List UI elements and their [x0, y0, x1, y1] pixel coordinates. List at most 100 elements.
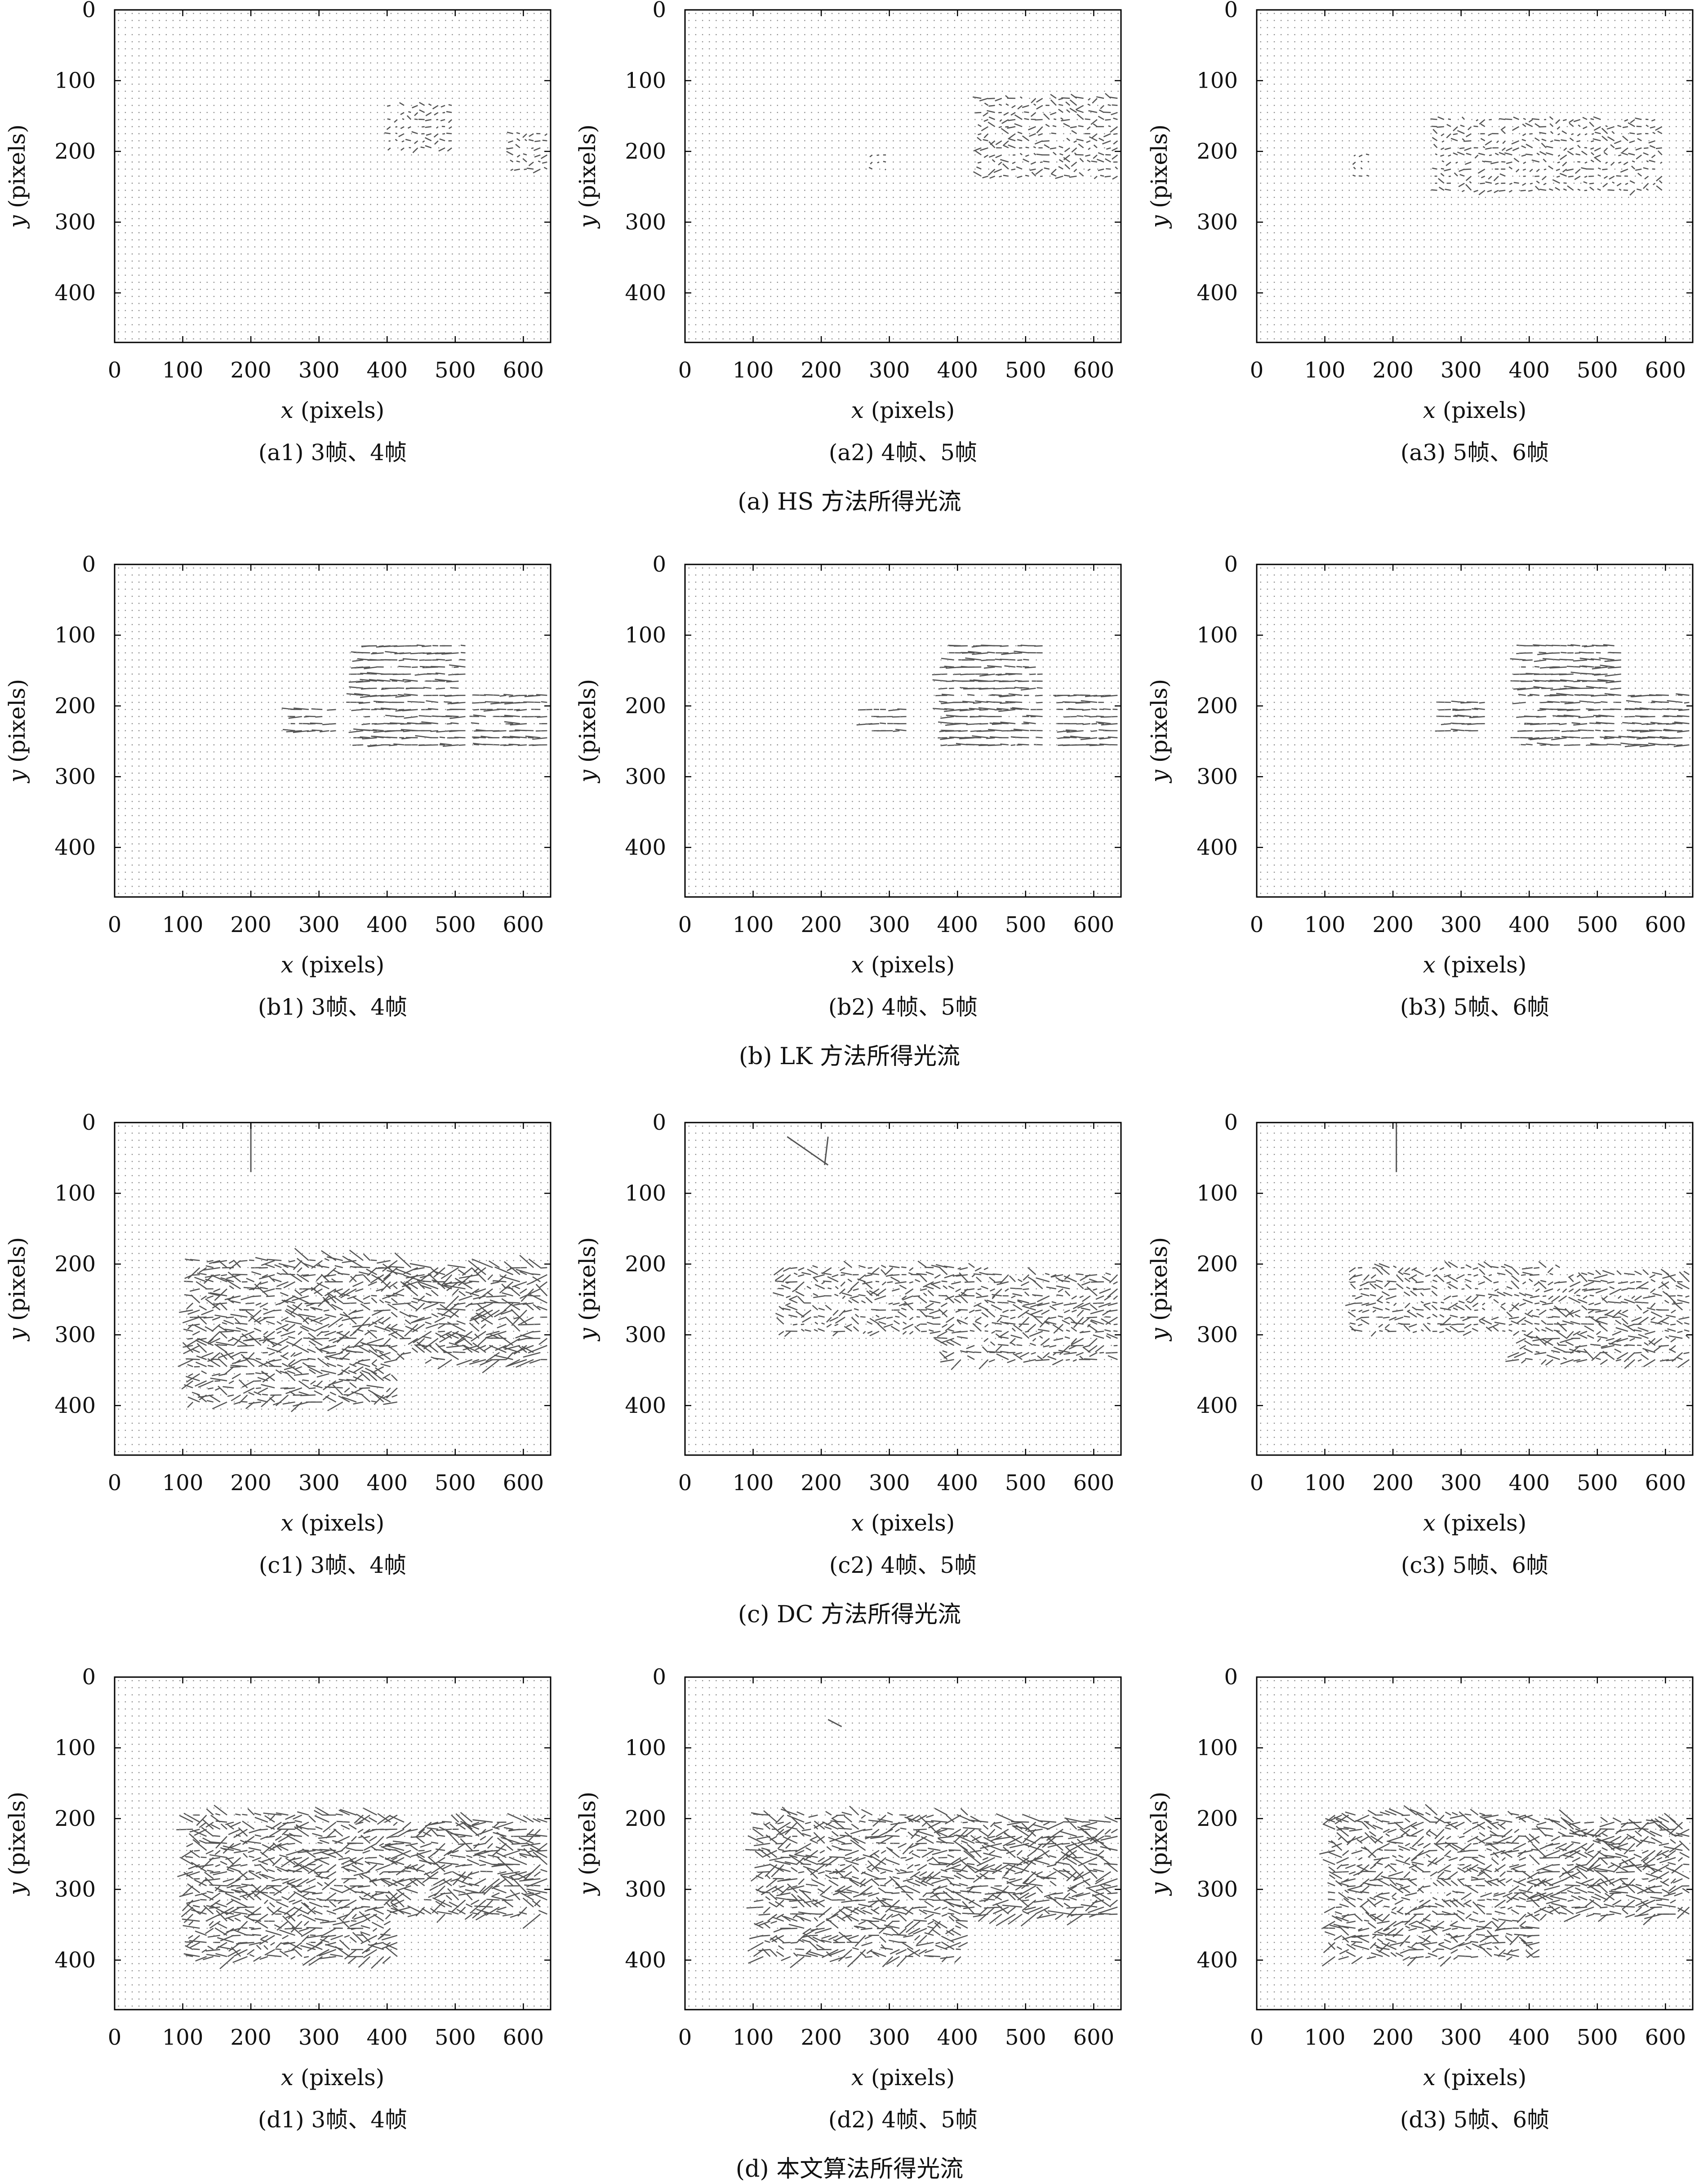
flow-vector	[449, 1855, 466, 1858]
flow-vector	[777, 1836, 791, 1850]
flow-vector	[787, 1815, 805, 1823]
flow-vector	[197, 1272, 207, 1275]
flow-vector	[884, 1267, 894, 1276]
flow-vector	[1581, 151, 1588, 155]
flow-vector	[1029, 1331, 1043, 1337]
flow-vector	[370, 1330, 377, 1332]
y-tick-label: 0	[652, 1110, 666, 1135]
flow-vector	[1551, 737, 1567, 741]
flow-vector	[326, 1355, 343, 1360]
flow-vector	[1058, 109, 1063, 113]
flow-vector	[863, 1854, 873, 1858]
flow-vector	[479, 1359, 493, 1366]
flow-vector	[370, 1259, 377, 1261]
flow-vector	[776, 1317, 784, 1325]
flow-vector	[1619, 188, 1622, 191]
y-tick-label: 300	[1196, 209, 1238, 235]
flow-vector	[317, 1882, 323, 1887]
flow-vector	[981, 1286, 988, 1290]
flow-vector	[248, 1401, 262, 1404]
flow-vector	[1588, 1310, 1594, 1314]
flow-vector	[829, 1856, 845, 1858]
flow-vector	[1474, 707, 1485, 710]
flow-vector	[1017, 175, 1023, 178]
flow-vector	[471, 722, 480, 724]
flow-vector	[1556, 692, 1574, 696]
flow-vector	[1445, 188, 1451, 191]
flow-vector	[359, 1874, 364, 1879]
flow-vector	[374, 708, 384, 710]
flow-vector	[218, 1906, 234, 1916]
flow-vector	[344, 1387, 350, 1393]
flow-vector	[1524, 1313, 1533, 1318]
y-axis-title: y (pixels)	[1146, 679, 1172, 784]
flow-vector	[1005, 701, 1023, 703]
flow-vector	[410, 1836, 425, 1838]
flow-vector	[1659, 180, 1663, 184]
flow-vector	[1013, 1825, 1029, 1830]
flow-vector	[240, 1864, 248, 1867]
flow-vector	[887, 1812, 893, 1816]
flow-vector	[1579, 700, 1594, 703]
flow-vector	[391, 1857, 405, 1865]
flow-vector	[422, 645, 431, 647]
flow-vector	[983, 1852, 1002, 1858]
flow-vector	[812, 1265, 818, 1269]
flow-vector	[293, 1344, 309, 1353]
flow-vector	[450, 1814, 459, 1823]
flow-vector	[328, 1337, 337, 1342]
flow-vector	[1622, 1323, 1635, 1332]
flow-vector	[1077, 1826, 1084, 1830]
flow-vector	[338, 1273, 350, 1275]
flow-vector	[1025, 174, 1029, 177]
flow-vector	[1087, 160, 1091, 163]
flow-vector	[268, 1275, 276, 1283]
flow-vector	[775, 1274, 784, 1281]
flow-vector	[327, 1256, 343, 1261]
flow-vector	[242, 1820, 255, 1830]
flow-vector	[1066, 138, 1071, 142]
flow-vector	[967, 1878, 975, 1879]
flow-vector	[1533, 679, 1547, 682]
flow-vector	[1001, 128, 1009, 134]
flow-vector	[459, 1906, 466, 1914]
flow-vector	[979, 98, 988, 102]
flow-vector	[374, 1309, 391, 1312]
flow-vector	[1614, 1348, 1622, 1353]
flow-vector	[1049, 1345, 1057, 1348]
flow-vector	[1556, 1308, 1567, 1318]
flow-vector	[899, 1284, 907, 1290]
flow-vector	[203, 1905, 214, 1915]
flow-vector	[1657, 150, 1663, 155]
flow-vector	[272, 1842, 282, 1851]
flow-vector	[1448, 118, 1451, 120]
flow-vector	[1044, 144, 1050, 149]
flow-vector	[234, 1918, 241, 1922]
flow-vector	[228, 1829, 241, 1835]
y-tick-label: 100	[1196, 68, 1238, 93]
flow-vector	[1511, 1304, 1520, 1311]
flow-vector	[1640, 730, 1655, 733]
flow-vector	[536, 1842, 548, 1852]
flow-vector	[226, 1899, 234, 1905]
flow-vector	[1065, 101, 1071, 106]
flow-vector	[532, 1818, 541, 1823]
flow-vector	[255, 1358, 262, 1360]
flow-vector	[522, 1302, 534, 1305]
flow-vector	[360, 729, 377, 732]
flow-vector	[909, 1267, 914, 1271]
flow-vector	[1624, 119, 1628, 122]
flow-vector	[888, 709, 900, 711]
flow-vector	[442, 112, 445, 114]
flow-vector	[825, 1857, 839, 1867]
flow-vector	[213, 1871, 227, 1876]
flow-vector	[1556, 169, 1560, 171]
flow-vector	[1531, 118, 1540, 120]
flow-vector	[852, 1876, 859, 1879]
flow-vector	[470, 1899, 480, 1905]
flow-vector	[267, 1259, 282, 1261]
flow-vector	[889, 1265, 900, 1269]
flow-vector	[543, 167, 548, 170]
flow-vector	[1506, 1311, 1513, 1318]
flow-vector	[1024, 118, 1029, 120]
